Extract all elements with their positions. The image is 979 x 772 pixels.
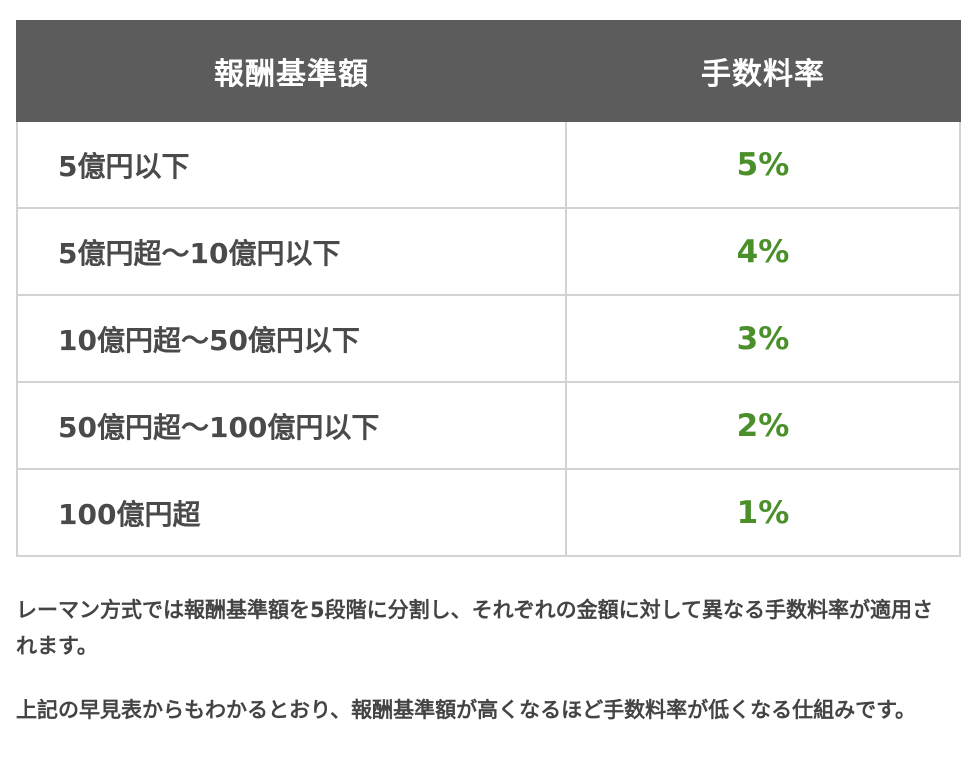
range-cell: 10億円超～50億円以下	[16, 294, 567, 383]
range-cell: 5億円超～10億円以下	[16, 207, 567, 296]
header-row: 報酬基準額 手数料率	[16, 20, 961, 122]
table-row: 100億円超 1%	[16, 468, 961, 557]
table-row: 5億円超～10億円以下 4%	[16, 207, 961, 296]
table-row: 10億円超～50億円以下 3%	[16, 294, 961, 383]
range-cell: 50億円超～100億円以下	[16, 381, 567, 470]
table-row: 50億円超～100億円以下 2%	[16, 381, 961, 470]
table-row: 5億円以下 5%	[16, 120, 961, 209]
range-cell: 100億円超	[16, 468, 567, 557]
rate-cell: 2%	[565, 381, 961, 470]
header-fee-rate: 手数料率	[565, 20, 961, 122]
summary-paragraph: 上記の早見表からもわかるとおり、報酬基準額が高くなるほど手数料率が低くなる仕組み…	[16, 698, 917, 722]
header-fee-base-amount: 報酬基準額	[16, 20, 567, 122]
rate-cell: 4%	[565, 207, 961, 296]
rate-cell: 1%	[565, 468, 961, 557]
fee-rate-table: 報酬基準額 手数料率 5億円以下 5% 5億円超～10億円以下 4% 10億円超…	[16, 20, 961, 557]
rate-cell: 5%	[565, 120, 961, 209]
explanation-paragraph: レーマン方式では報酬基準額を5段階に分割し、それぞれの金額に対して異なる手数料率…	[16, 598, 933, 658]
rate-cell: 3%	[565, 294, 961, 383]
table-body: 5億円以下 5% 5億円超～10億円以下 4% 10億円超～50億円以下 3% …	[16, 120, 961, 557]
range-cell: 5億円以下	[16, 120, 567, 209]
table-header: 報酬基準額 手数料率	[16, 20, 961, 122]
